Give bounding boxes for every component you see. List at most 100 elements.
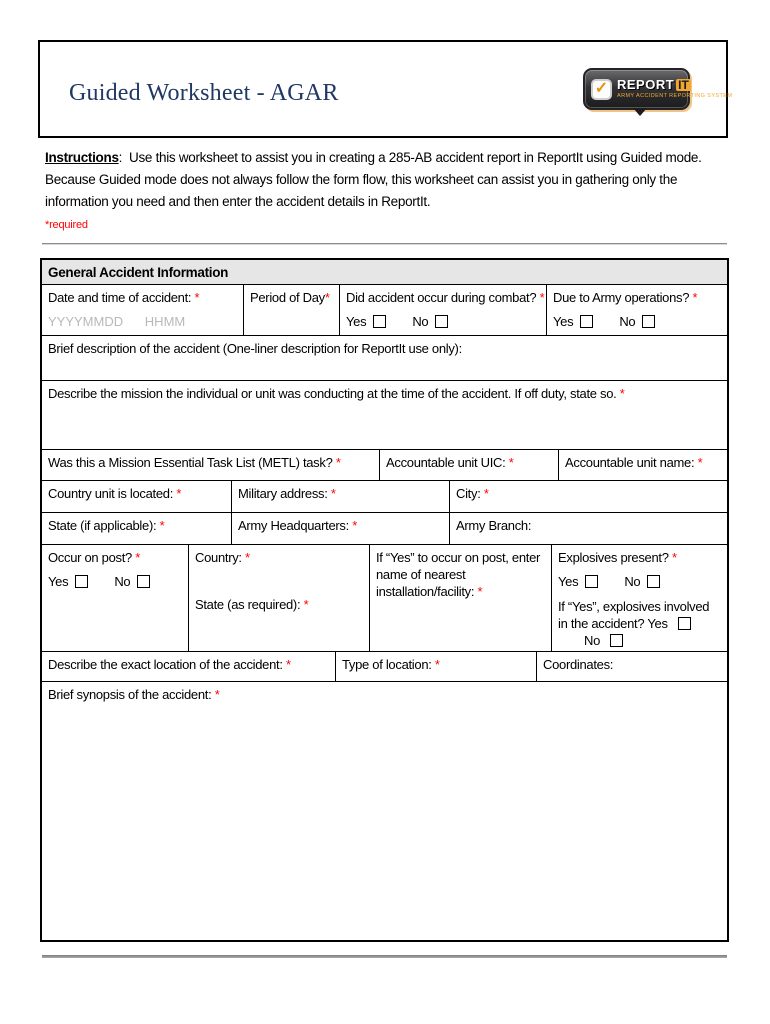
field-period-of-day: Period of Day* — [244, 285, 340, 335]
document-header: Guided Worksheet - AGAR ✓ REPORT IT ARMY… — [38, 40, 732, 138]
required-asterisk: * — [508, 455, 514, 470]
field-state-as-required: State (as required): * — [195, 596, 364, 613]
explosives-present-yes-checkbox[interactable] — [585, 575, 599, 588]
required-asterisk: * — [335, 455, 341, 470]
no-label: No — [114, 574, 131, 589]
field-occur-on-post: Occur on post? * Yes No — [42, 545, 189, 651]
required-asterisk: * — [352, 518, 357, 533]
page-title: Guided Worksheet - AGAR — [69, 80, 339, 106]
no-label: No — [412, 314, 429, 329]
field-army-headquarters: Army Headquarters: * — [232, 513, 450, 544]
field-label: Occur on post? — [48, 550, 136, 565]
bottom-divider — [42, 955, 727, 958]
yes-label: Yes — [553, 314, 574, 329]
table-row: Country unit is located: * Military addr… — [42, 481, 727, 513]
army-operations-options: Yes No — [553, 313, 722, 330]
occur-on-post-options: Yes No — [48, 573, 183, 590]
yes-label: Yes — [48, 574, 69, 589]
combat-no-checkbox[interactable] — [435, 315, 449, 328]
field-label: Country unit is located: — [48, 486, 177, 501]
table-row: Was this a Mission Essential Task List (… — [42, 450, 727, 481]
required-asterisk: * — [324, 290, 330, 305]
table-row: State (if applicable): * Army Headquarte… — [42, 513, 727, 545]
required-asterisk: * — [245, 550, 250, 565]
explosives-involved-no-checkbox[interactable] — [610, 634, 624, 647]
field-label: Period of Day — [250, 290, 325, 305]
required-asterisk: * — [697, 455, 703, 470]
field-label: State (as required): — [195, 597, 304, 612]
field-label: Accountable unit UIC: — [386, 455, 509, 470]
instructions-label: Instructions — [45, 150, 119, 165]
combat-yes-checkbox[interactable] — [373, 315, 387, 328]
field-military-address: Military address: * — [232, 481, 450, 512]
required-asterisk: * — [176, 486, 182, 501]
field-brief-synopsis: Brief synopsis of the accident: * — [42, 682, 727, 940]
army-ops-no-checkbox[interactable] — [642, 315, 656, 328]
check-icon: ✓ — [594, 80, 609, 97]
required-asterisk: * — [303, 597, 309, 612]
field-label: State (if applicable): — [48, 518, 160, 533]
required-asterisk: * — [135, 550, 141, 565]
field-label: Brief description of the accident (One-l… — [48, 341, 462, 356]
field-label: City: — [456, 486, 484, 501]
general-accident-table: General Accident Information Date and ti… — [40, 258, 729, 942]
required-asterisk: * — [285, 657, 291, 672]
reportit-logo: ✓ REPORT IT ARMY ACCIDENT REPORTING SYST… — [583, 68, 732, 116]
field-label: Was this a Mission Essential Task List (… — [48, 455, 336, 470]
required-asterisk: * — [477, 584, 483, 599]
instructions-body: : Use this worksheet to assist you in cr… — [45, 150, 706, 209]
required-asterisk: * — [434, 657, 440, 672]
instructions-paragraph: Instructions: Use this worksheet to assi… — [45, 147, 729, 213]
field-mission-description: Describe the mission the individual or u… — [42, 381, 727, 449]
required-asterisk: * — [483, 486, 489, 501]
field-label: Accountable unit name: — [565, 455, 698, 470]
yes-label: Yes — [558, 574, 579, 589]
top-divider — [42, 243, 727, 245]
field-exact-location: Describe the exact location of the accid… — [42, 652, 336, 681]
field-state-if-applicable: State (if applicable): * — [42, 513, 232, 544]
required-asterisk: * — [619, 386, 625, 401]
field-label: Describe the mission the individual or u… — [48, 386, 620, 401]
field-explosives-involved: If “Yes”, explosives involved in the acc… — [558, 598, 722, 649]
checkmark-badge-icon: ✓ — [591, 78, 612, 100]
field-label: Describe the exact location of the accid… — [48, 657, 286, 672]
explosives-present-no-checkbox[interactable] — [647, 575, 661, 588]
logo-brand: REPORT IT — [617, 78, 732, 91]
field-label: Coordinates: — [543, 657, 614, 672]
field-label: Due to Army operations? — [553, 290, 693, 305]
field-type-of-location: Type of location: * — [336, 652, 537, 681]
army-ops-yes-checkbox[interactable] — [580, 315, 594, 328]
required-note: *required — [45, 219, 88, 231]
field-label: If “Yes”, explosives involved in the acc… — [558, 599, 710, 631]
field-label: Did accident occur during combat? — [346, 290, 540, 305]
table-row: Describe the exact location of the accid… — [42, 652, 727, 682]
explosives-present-options: Yes No — [558, 573, 722, 590]
required-asterisk: * — [159, 518, 165, 533]
field-label: Date and time of accident: — [48, 290, 195, 305]
required-asterisk: * — [214, 687, 220, 702]
field-label: Explosives present? — [558, 550, 672, 565]
required-asterisk: * — [539, 290, 545, 305]
field-army-operations: Due to Army operations? * Yes No — [547, 285, 727, 335]
explosives-involved-yes-checkbox[interactable] — [677, 617, 691, 630]
field-coordinates: Coordinates: — [537, 652, 727, 681]
required-asterisk: * — [692, 290, 698, 305]
field-country-state: Country: * State (as required): * — [189, 545, 370, 651]
field-date-time: Date and time of accident: * YYYYMMDD HH… — [42, 285, 244, 335]
occur-on-post-no-checkbox[interactable] — [137, 575, 151, 588]
field-label: Army Headquarters: — [238, 518, 353, 533]
logo-brand-main: REPORT — [617, 77, 675, 93]
field-label: Country: — [195, 550, 246, 565]
no-label: No — [584, 633, 601, 648]
logo-brand-accent: IT — [676, 77, 691, 92]
field-nearest-installation: If “Yes” to occur on post, enter name of… — [370, 545, 552, 651]
required-asterisk: * — [330, 486, 336, 501]
combat-options: Yes No — [346, 313, 541, 330]
field-label: Type of location: — [342, 657, 435, 672]
field-accountable-unit-name: Accountable unit name: * — [559, 450, 727, 480]
field-brief-description: Brief description of the accident (One-l… — [42, 336, 727, 380]
required-asterisk: * — [194, 290, 200, 305]
table-row: Brief synopsis of the accident: * — [42, 682, 727, 940]
section-header: General Accident Information — [42, 260, 727, 285]
occur-on-post-yes-checkbox[interactable] — [75, 575, 89, 588]
